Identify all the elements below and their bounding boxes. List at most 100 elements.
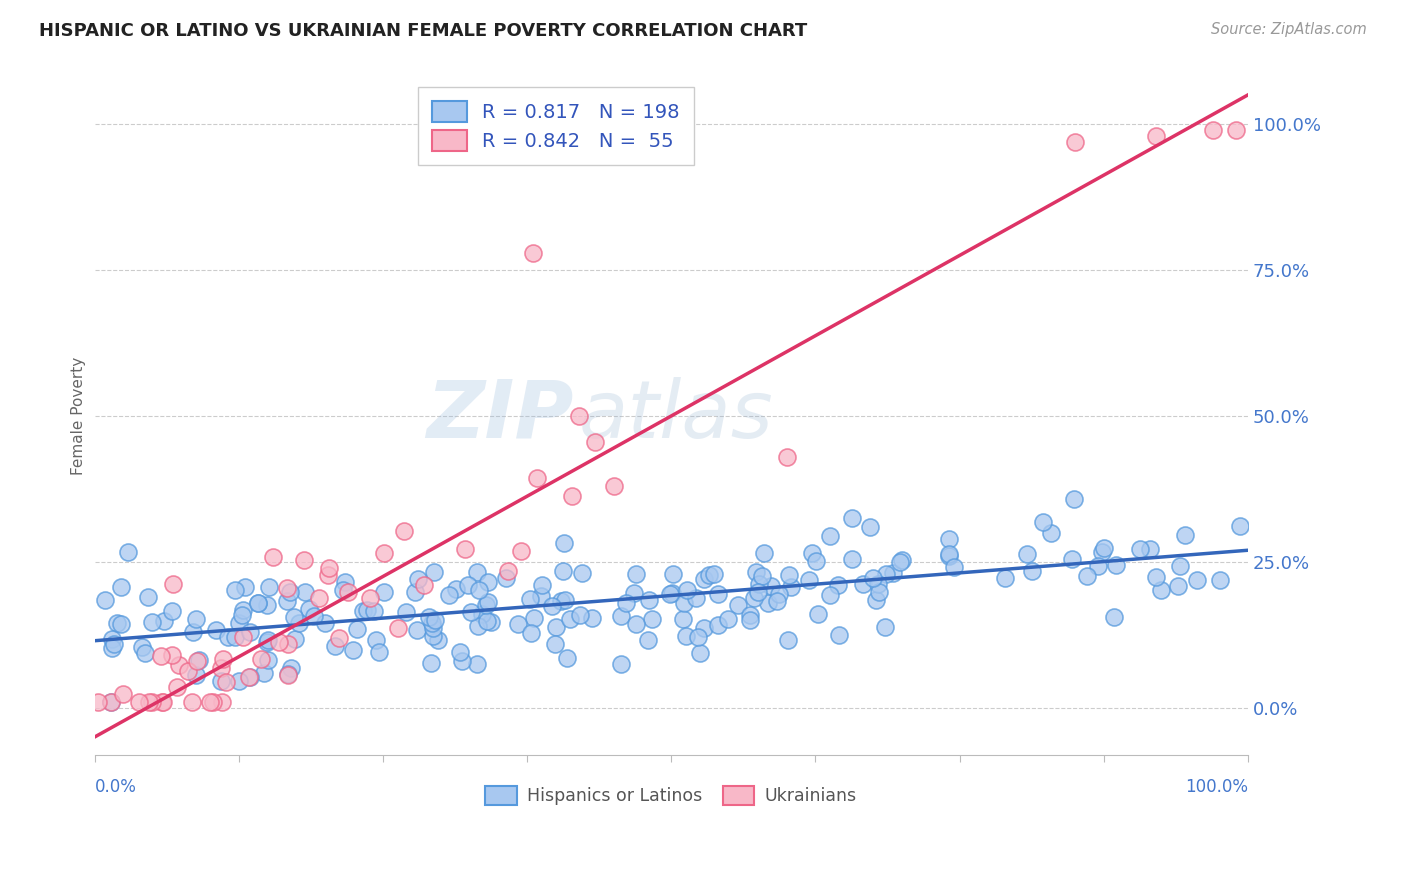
Point bbox=[224, 630, 246, 644]
Point bbox=[742, 591, 765, 605]
Point bbox=[1209, 573, 1232, 587]
Point bbox=[150, 648, 173, 663]
Point bbox=[232, 603, 254, 617]
Point bbox=[609, 657, 631, 671]
Point bbox=[640, 612, 662, 626]
Point bbox=[128, 695, 150, 709]
Point bbox=[624, 616, 647, 631]
Point bbox=[1129, 542, 1152, 557]
Point bbox=[475, 614, 498, 628]
Point bbox=[162, 577, 184, 591]
Point bbox=[211, 695, 233, 709]
Point bbox=[756, 596, 779, 610]
Point bbox=[738, 613, 761, 627]
Point bbox=[292, 553, 315, 567]
Point bbox=[1063, 135, 1085, 149]
Point bbox=[689, 647, 711, 661]
Point bbox=[866, 576, 889, 591]
Point bbox=[661, 585, 683, 599]
Point bbox=[868, 585, 890, 599]
Point bbox=[160, 604, 183, 618]
Point bbox=[686, 631, 709, 645]
Point bbox=[748, 577, 770, 591]
Point bbox=[444, 582, 467, 597]
Point bbox=[367, 645, 389, 659]
Point bbox=[323, 639, 346, 653]
Point bbox=[841, 552, 863, 566]
Point bbox=[228, 674, 250, 689]
Point bbox=[1168, 559, 1191, 574]
Point bbox=[346, 622, 368, 636]
Point bbox=[479, 615, 502, 630]
Point bbox=[308, 591, 330, 605]
Point bbox=[111, 687, 134, 701]
Point bbox=[807, 607, 830, 621]
Point bbox=[828, 628, 851, 642]
Point bbox=[454, 542, 477, 557]
Point bbox=[938, 549, 960, 563]
Point bbox=[544, 637, 567, 651]
Point bbox=[602, 479, 624, 493]
Point bbox=[405, 623, 427, 637]
Point bbox=[529, 589, 551, 603]
Point bbox=[204, 623, 226, 637]
Point bbox=[277, 637, 299, 651]
Point bbox=[437, 588, 460, 602]
Point bbox=[862, 571, 884, 585]
Point bbox=[239, 670, 262, 684]
Point bbox=[1060, 551, 1083, 566]
Point bbox=[550, 594, 572, 608]
Point bbox=[685, 591, 707, 606]
Point bbox=[404, 585, 426, 599]
Point bbox=[675, 630, 697, 644]
Point bbox=[761, 579, 783, 593]
Point bbox=[676, 583, 699, 598]
Point bbox=[873, 620, 896, 634]
Point bbox=[100, 640, 122, 655]
Point bbox=[727, 598, 749, 612]
Point bbox=[1105, 558, 1128, 572]
Point bbox=[231, 608, 253, 623]
Point bbox=[408, 572, 430, 586]
Point bbox=[804, 554, 827, 568]
Point bbox=[865, 593, 887, 607]
Point bbox=[495, 571, 517, 585]
Point bbox=[859, 520, 882, 534]
Point bbox=[553, 536, 575, 550]
Point bbox=[298, 602, 321, 616]
Point bbox=[522, 245, 544, 260]
Point bbox=[181, 624, 204, 639]
Point bbox=[186, 611, 208, 625]
Point bbox=[697, 567, 720, 582]
Point bbox=[150, 695, 173, 709]
Point bbox=[232, 630, 254, 644]
Point bbox=[624, 567, 647, 582]
Point bbox=[1174, 528, 1197, 542]
Point bbox=[283, 609, 305, 624]
Point bbox=[413, 578, 436, 592]
Point bbox=[738, 608, 761, 623]
Point bbox=[253, 666, 276, 681]
Point bbox=[420, 615, 443, 630]
Point bbox=[1225, 123, 1247, 137]
Point bbox=[583, 435, 606, 450]
Point bbox=[1076, 569, 1098, 583]
Point bbox=[744, 565, 766, 579]
Point bbox=[994, 570, 1017, 584]
Point bbox=[544, 620, 567, 634]
Point bbox=[262, 550, 284, 565]
Y-axis label: Female Poverty: Female Poverty bbox=[72, 357, 86, 475]
Point bbox=[1139, 542, 1161, 557]
Point bbox=[257, 652, 280, 666]
Point bbox=[637, 592, 659, 607]
Point bbox=[471, 607, 494, 621]
Point bbox=[692, 621, 714, 635]
Point bbox=[269, 635, 291, 649]
Point bbox=[177, 664, 200, 678]
Point bbox=[294, 585, 316, 599]
Point bbox=[359, 591, 381, 605]
Point bbox=[110, 616, 132, 631]
Point bbox=[280, 661, 302, 675]
Point bbox=[467, 618, 489, 632]
Point bbox=[558, 611, 581, 625]
